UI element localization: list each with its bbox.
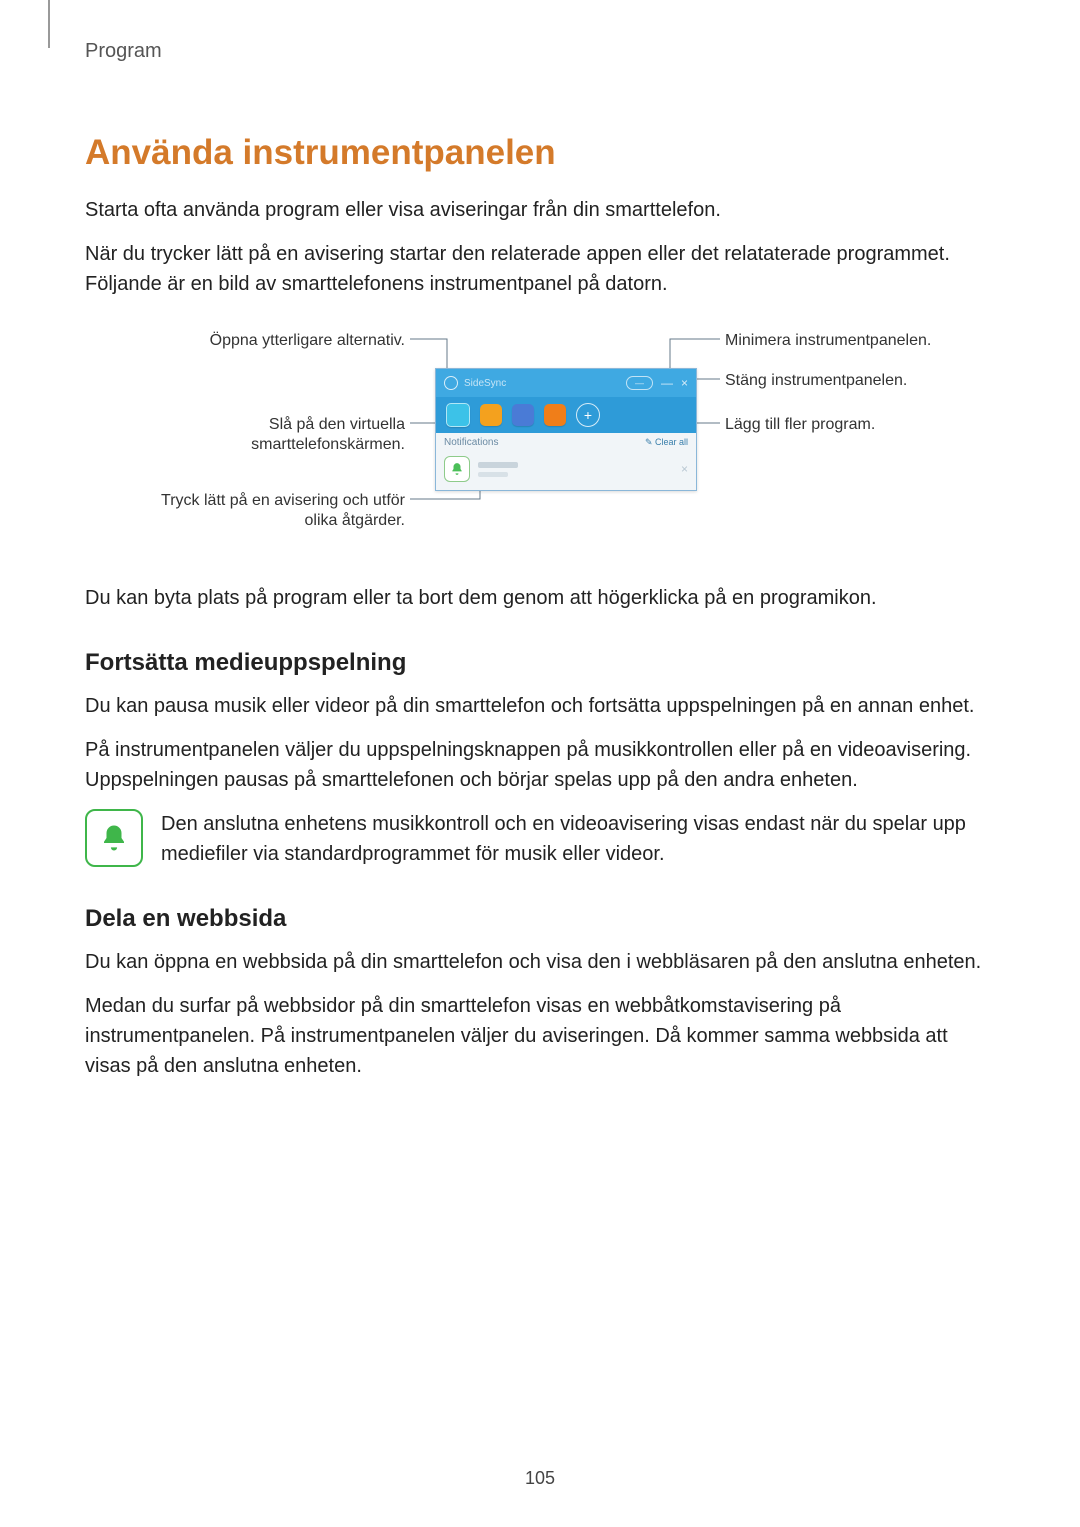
note-text: Den anslutna enhetens musikkontroll och …: [161, 809, 995, 869]
share-paragraph-1: Du kan öppna en webbsida på din smarttel…: [85, 947, 995, 977]
phone-app-icon[interactable]: [446, 403, 470, 427]
callout-add-apps: Lägg till fler program.: [725, 415, 875, 435]
notification-close-icon[interactable]: ×: [681, 462, 688, 476]
music-app-icon[interactable]: [512, 404, 534, 426]
dashboard-panel: SideSync — — × + Notifications ✎ Clear a…: [435, 368, 697, 491]
media-paragraph-2: På instrumentpanelen väljer du uppspelni…: [85, 735, 995, 795]
page-title: Använda instrumentpanelen: [85, 133, 995, 173]
after-diagram-paragraph: Du kan byta plats på program eller ta bo…: [85, 583, 995, 613]
dashboard-diagram: Öppna ytterligare alternativ. Slå på den…: [85, 313, 995, 563]
close-icon[interactable]: ×: [681, 376, 688, 390]
media-paragraph-1: Du kan pausa musik eller videor på din s…: [85, 691, 995, 721]
note-block: Den anslutna enhetens musikkontroll och …: [85, 809, 995, 869]
panel-titlebar: SideSync — — ×: [436, 369, 696, 397]
panel-app-row: +: [436, 397, 696, 433]
panel-titlebar-pill[interactable]: —: [626, 376, 653, 390]
callout-tap-notification-l1: Tryck lätt på en avisering och utför: [161, 492, 405, 509]
page-spine-mark: [48, 0, 50, 48]
subsection-title-share: Dela en webbsida: [85, 905, 995, 933]
gear-icon[interactable]: [444, 376, 458, 390]
page-number: 105: [0, 1468, 1080, 1489]
notifications-header-label: Notifications: [444, 437, 498, 448]
notification-row[interactable]: ×: [436, 452, 696, 490]
share-paragraph-2: Medan du surfar på webbsidor på din smar…: [85, 991, 995, 1081]
intro-paragraph-2: När du trycker lätt på en avisering star…: [85, 239, 995, 299]
subsection-title-media: Fortsätta medieuppspelning: [85, 649, 995, 677]
callout-tap-notification-l2: olika åtgärder.: [304, 512, 405, 529]
callout-tap-notification: Tryck lätt på en avisering och utför oli…: [85, 491, 405, 531]
callout-minimize: Minimera instrumentpanelen.: [725, 331, 931, 351]
callout-virtual-screen: Slå på den virtuella smarttelefonskärmen…: [85, 415, 405, 455]
callout-virtual-screen-l2: smarttelefonskärmen.: [251, 436, 405, 453]
clear-all-link[interactable]: ✎ Clear all: [645, 437, 688, 448]
bell-icon: [85, 809, 143, 867]
panel-notifications: Notifications ✎ Clear all ×: [436, 433, 696, 490]
add-app-icon[interactable]: +: [576, 403, 600, 427]
panel-title-text: SideSync: [464, 378, 626, 389]
notification-text: [478, 462, 518, 477]
callout-virtual-screen-l1: Slå på den virtuella: [269, 416, 405, 433]
notification-app-icon: [444, 456, 470, 482]
callout-close: Stäng instrumentpanelen.: [725, 371, 907, 391]
callout-open-more: Öppna ytterligare alternativ.: [85, 331, 405, 351]
header-section-label: Program: [85, 40, 995, 63]
minimize-icon[interactable]: —: [661, 376, 673, 390]
folder-app-icon[interactable]: [480, 404, 502, 426]
intro-paragraph-1: Starta ofta använda program eller visa a…: [85, 195, 995, 225]
browser-app-icon[interactable]: [544, 404, 566, 426]
